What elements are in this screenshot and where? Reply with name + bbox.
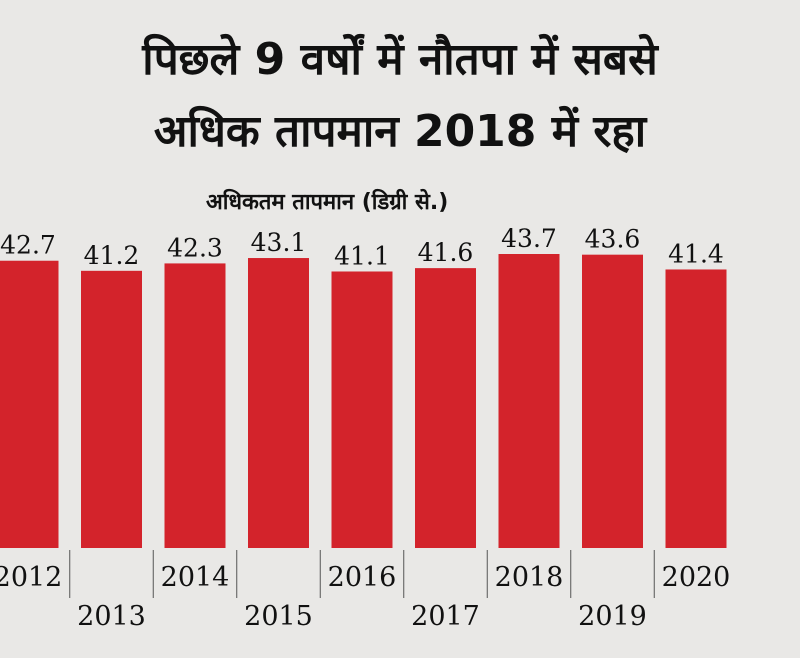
bar-2017 — [415, 268, 476, 548]
data-label-2015: 43.1 — [251, 228, 307, 257]
data-label-2018: 43.7 — [501, 224, 557, 253]
tick-label-2020: 2020 — [662, 562, 731, 593]
chart-title-line-2: अधिक तापमान 2018 में रहा — [153, 106, 647, 157]
bar-2013 — [81, 270, 142, 548]
bar-2015 — [248, 258, 309, 548]
tick-label-2017: 2017 — [411, 601, 480, 632]
chart-title-line-1: पिछले 9 वर्षों में नौतपा में सबसे — [142, 34, 658, 85]
bar-2014 — [164, 263, 226, 548]
data-label-2019: 43.6 — [585, 225, 641, 254]
data-label-2016: 41.1 — [334, 241, 390, 270]
tick-label-2015: 2015 — [244, 601, 313, 632]
tick-label-2018: 2018 — [495, 562, 564, 593]
bar-2012 — [0, 260, 59, 548]
data-label-2014: 42.3 — [167, 233, 223, 262]
tick-label-2016: 2016 — [328, 562, 397, 593]
bar-2018 — [498, 254, 560, 548]
bar-2019 — [582, 254, 643, 548]
bar-2020 — [665, 269, 727, 548]
data-label-2013: 41.2 — [84, 241, 140, 270]
chart-subtitle: अधिकतम तापमान (डिग्री से.) — [206, 190, 449, 215]
tick-label-2019: 2019 — [578, 601, 647, 632]
bar-2016 — [331, 271, 393, 548]
data-label-2012: 42.7 — [0, 231, 56, 260]
data-label-2017: 41.6 — [418, 238, 474, 267]
tick-label-2014: 2014 — [161, 562, 230, 593]
data-label-2020: 41.4 — [668, 239, 724, 268]
tick-label-2012: 2012 — [0, 562, 62, 593]
tick-label-2013: 2013 — [77, 601, 146, 632]
